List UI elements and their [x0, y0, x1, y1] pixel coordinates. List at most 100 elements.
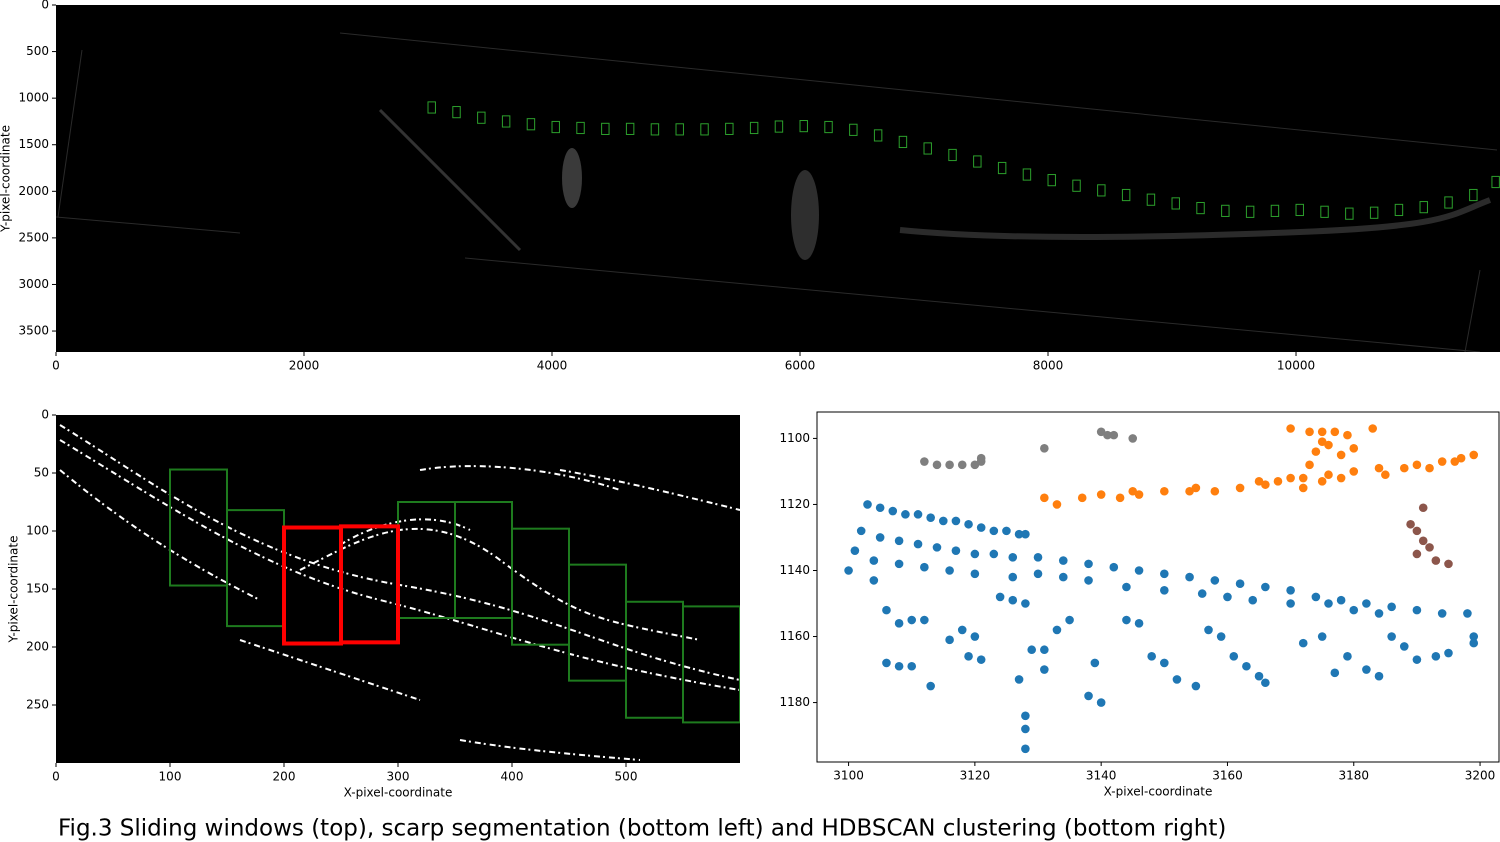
scatter-point — [1317, 632, 1327, 641]
scatter-point — [1002, 526, 1011, 536]
scatter-point — [995, 592, 1005, 602]
scatter-point — [1096, 490, 1106, 499]
sliding-window — [650, 123, 660, 136]
scatter-point — [1261, 480, 1270, 489]
scatter-point — [1298, 483, 1308, 493]
sliding-window — [339, 524, 400, 645]
scatter-point — [957, 625, 967, 635]
sliding-window — [1221, 204, 1230, 217]
chart-marks — [169, 468, 740, 724]
top-image — [56, 5, 1500, 352]
scatter-point — [1469, 632, 1479, 641]
scatter-point — [1058, 556, 1068, 565]
sliding-window — [898, 135, 908, 149]
scatter-point — [1122, 615, 1131, 625]
sliding-window — [551, 120, 560, 134]
sliding-window — [1295, 203, 1304, 217]
scatter-point — [932, 543, 942, 552]
scatter-point — [1096, 427, 1106, 437]
scatter-point — [1431, 556, 1441, 565]
sliding-window — [973, 155, 982, 168]
x-tick-label: 400 — [501, 770, 524, 784]
scatter-point — [1387, 632, 1396, 641]
scatter-point — [1040, 645, 1049, 655]
scatter-point — [1216, 632, 1226, 641]
scatter-point — [1077, 493, 1087, 503]
scatter-point — [1374, 671, 1384, 681]
scatter-point — [1305, 427, 1314, 437]
scatter-point — [1286, 424, 1295, 433]
scatter-point — [945, 635, 954, 645]
sliding-window — [749, 121, 759, 135]
scatter-point — [894, 661, 904, 671]
scatter-point — [976, 655, 986, 664]
sliding-window — [682, 605, 740, 724]
sliding-window — [1121, 188, 1131, 202]
scatter-point — [907, 615, 917, 625]
x-tick-label: 3120 — [960, 769, 991, 783]
scatter-point — [875, 533, 885, 542]
scatter-point — [1122, 582, 1131, 592]
scatter-point — [1021, 599, 1030, 608]
sliding-window — [576, 121, 585, 135]
scatter-point — [1204, 625, 1213, 635]
sliding-window — [1022, 168, 1032, 181]
y-tick-label: 1160 — [779, 629, 810, 643]
scatter-point — [938, 516, 948, 526]
x-tick-label: 6000 — [785, 359, 816, 373]
sliding-window — [1320, 205, 1329, 218]
scatter-point — [1172, 675, 1182, 684]
scatter-point — [1311, 447, 1321, 456]
scatter-point — [970, 569, 980, 579]
scatter-point — [894, 619, 904, 628]
scatter-point — [1444, 648, 1453, 658]
scatter-point — [1014, 529, 1024, 539]
scatter-point — [1033, 552, 1043, 562]
scatter-point — [869, 576, 879, 585]
scatter-point — [1381, 470, 1390, 480]
scatter-point — [1469, 450, 1479, 460]
scatter-point — [970, 632, 980, 641]
x-tick-label: 3140 — [1086, 769, 1117, 783]
scatter-point — [1412, 526, 1422, 536]
scatter-point — [882, 605, 891, 615]
chart-marks — [427, 101, 1500, 220]
scatter-point — [1210, 576, 1220, 585]
scatter-point — [1305, 460, 1314, 470]
scatter-point — [1330, 427, 1340, 437]
sliding-window — [948, 148, 957, 162]
scatter-point — [1311, 592, 1321, 602]
y-tick-label: 3000 — [18, 277, 49, 291]
scatter-point — [913, 539, 923, 549]
scatter-point — [1349, 605, 1359, 615]
x-tick-label: 4000 — [537, 359, 568, 373]
scatter-point — [1027, 645, 1037, 655]
scatter-point — [1210, 486, 1220, 496]
sliding-window — [1419, 201, 1428, 214]
sliding-window — [526, 118, 536, 131]
scatter-point — [1008, 595, 1018, 605]
image-background — [56, 5, 1500, 352]
scatter-point — [1343, 652, 1352, 661]
sliding-window — [1146, 193, 1156, 206]
scatter-point — [913, 510, 923, 519]
sliding-window — [1196, 201, 1205, 215]
scatter-point — [1444, 559, 1453, 569]
scatter-point — [989, 549, 999, 559]
y-axis-label: Y-pixel-coordinate — [0, 125, 13, 233]
sliding-window — [427, 101, 436, 114]
scatter-point — [1463, 609, 1472, 618]
scatter-point — [894, 536, 904, 546]
scatter-point — [1103, 430, 1112, 440]
scatter-point — [1197, 589, 1207, 598]
scatter-point — [964, 519, 973, 529]
scatter-point — [945, 566, 954, 575]
scatter-point — [945, 460, 954, 470]
scatter-point — [1008, 552, 1018, 562]
scatter-point — [894, 559, 904, 569]
y-tick-label: 1140 — [779, 563, 810, 577]
sliding-window — [625, 122, 635, 135]
scatter-point — [1021, 724, 1030, 734]
y-tick-label: 250 — [26, 698, 49, 712]
scatter-point — [1298, 638, 1308, 648]
